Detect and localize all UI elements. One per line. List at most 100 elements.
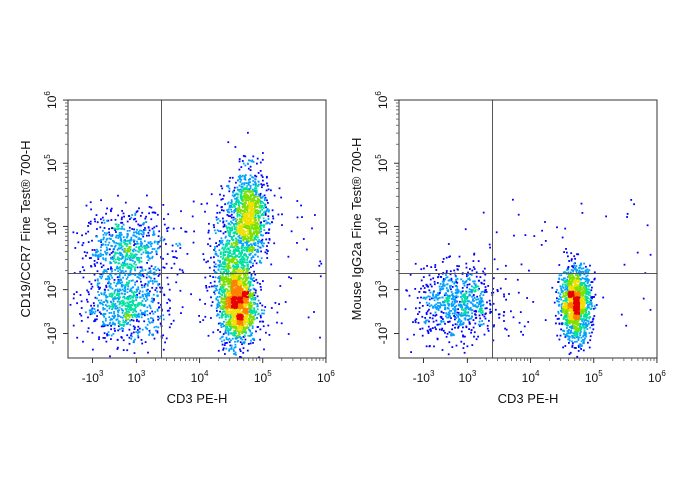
event-dot	[219, 331, 222, 333]
event-dot	[131, 304, 133, 307]
event-dot	[251, 295, 254, 297]
event-dot	[87, 327, 90, 330]
event-dot	[319, 260, 322, 263]
event-dot	[139, 274, 142, 276]
event-dot	[235, 244, 238, 247]
event-dot	[254, 214, 257, 216]
event-dot	[247, 233, 249, 235]
event-dot	[260, 174, 263, 177]
event-dot	[200, 203, 203, 205]
event-dot	[135, 331, 138, 333]
event-dot	[251, 250, 253, 253]
event-dot	[105, 340, 108, 343]
event-dot	[145, 295, 147, 297]
event-dot	[119, 247, 121, 250]
event-dot	[231, 325, 233, 328]
event-dot	[220, 296, 223, 299]
event-dot	[135, 296, 137, 299]
event-dot	[83, 251, 86, 253]
event-dot	[162, 334, 165, 337]
event-dot	[251, 249, 254, 251]
event-dot	[148, 234, 150, 237]
event-dot	[241, 234, 244, 236]
event-dot	[261, 213, 264, 216]
y-tick-label: 105	[43, 154, 59, 172]
event-dot	[570, 259, 573, 262]
event-dot	[175, 250, 177, 253]
event-dot	[217, 322, 220, 325]
event-dot	[255, 204, 257, 206]
event-dot	[228, 180, 231, 183]
event-dot	[146, 262, 148, 264]
event-dot	[484, 307, 487, 310]
event-dot	[258, 238, 260, 241]
event-dot	[233, 209, 235, 212]
event-dot	[240, 280, 243, 283]
event-dot	[242, 195, 245, 197]
event-dot	[233, 301, 236, 304]
event-dot	[235, 336, 238, 338]
event-dot	[267, 188, 270, 191]
event-dot	[114, 258, 117, 261]
event-dot	[253, 308, 256, 311]
event-dot	[102, 243, 105, 246]
event-dot	[225, 306, 227, 308]
event-dot	[98, 294, 100, 296]
event-dot	[102, 320, 104, 323]
event-dot	[137, 336, 140, 339]
event-dot	[150, 317, 152, 319]
event-dot	[236, 337, 239, 340]
event-dot	[427, 330, 430, 333]
event-dot	[155, 253, 158, 256]
event-dot	[145, 296, 148, 299]
event-dot	[232, 259, 235, 262]
event-dot	[213, 291, 215, 294]
event-dot	[236, 330, 239, 333]
event-dot	[143, 297, 146, 300]
event-dot	[224, 268, 226, 271]
event-dot	[560, 314, 563, 317]
event-dot	[140, 244, 143, 246]
event-dot	[248, 247, 251, 250]
event-dot	[242, 187, 245, 190]
event-dot	[128, 295, 131, 297]
event-dot	[236, 323, 239, 325]
event-dot	[264, 306, 267, 308]
event-dot	[233, 279, 235, 282]
event-dot	[230, 220, 232, 223]
event-dot	[223, 324, 226, 327]
event-dot	[180, 227, 182, 230]
event-dot	[131, 264, 133, 267]
event-dot	[137, 331, 139, 334]
event-dot	[237, 199, 239, 201]
event-dot	[236, 192, 239, 195]
event-dot	[228, 300, 231, 303]
event-dot	[119, 266, 122, 268]
event-dot	[260, 230, 263, 233]
event-dot	[241, 160, 244, 162]
event-dot	[225, 303, 228, 306]
event-dot	[249, 246, 252, 248]
event-dot	[207, 229, 210, 232]
event-dot	[210, 304, 213, 307]
event-dot	[253, 302, 256, 304]
event-dot	[118, 227, 121, 230]
event-dot	[104, 257, 107, 260]
event-dot	[591, 297, 593, 300]
event-dot	[248, 310, 251, 313]
event-dot	[133, 262, 135, 265]
event-dot	[134, 313, 137, 316]
event-dot	[119, 236, 122, 239]
event-dot	[267, 232, 270, 234]
event-dot	[252, 264, 254, 267]
event-dot	[252, 209, 254, 211]
event-dot	[148, 252, 150, 255]
event-dot	[225, 321, 228, 324]
event-dot	[441, 329, 443, 331]
event-dot	[154, 280, 156, 283]
event-dot	[226, 342, 228, 344]
event-dot	[251, 293, 254, 295]
event-dot	[233, 315, 235, 318]
event-dot	[219, 310, 221, 313]
event-dot	[227, 333, 230, 336]
